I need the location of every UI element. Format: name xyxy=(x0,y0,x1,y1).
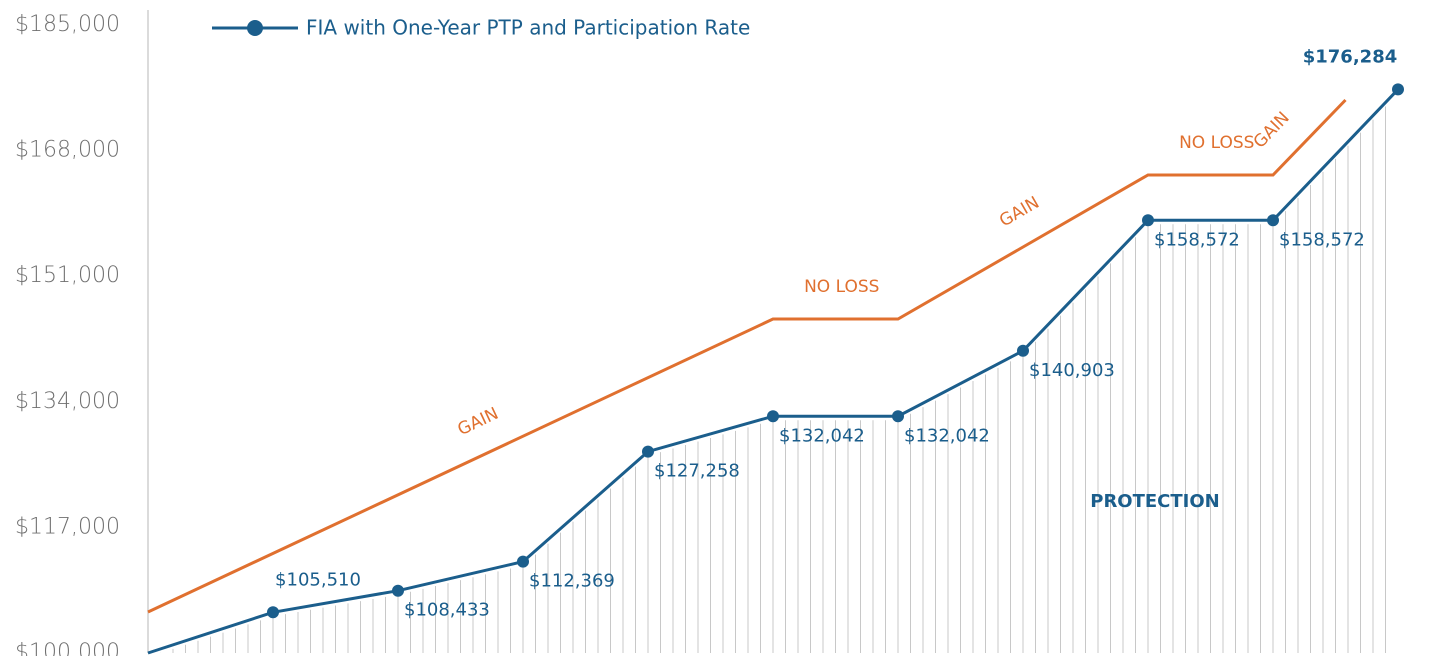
point xyxy=(267,606,279,619)
value-label: $112,369 xyxy=(529,571,615,592)
value-label: $132,042 xyxy=(779,425,865,446)
bound-line xyxy=(147,98,1347,614)
value-label: $105,510 xyxy=(275,569,361,590)
value-label: $132,042 xyxy=(904,425,990,446)
point xyxy=(1142,214,1154,227)
point xyxy=(392,584,404,597)
bound-label: GAIN xyxy=(996,193,1043,232)
y-tick-label: $185,000 xyxy=(15,12,120,37)
value-label: $176,284 xyxy=(1303,46,1398,67)
bound-label: GAIN xyxy=(455,404,502,440)
value-label: $158,572 xyxy=(1154,229,1240,250)
legend-label: FIA with One-Year PTP and Participation … xyxy=(306,16,750,40)
point xyxy=(892,410,904,423)
point xyxy=(642,445,654,458)
point xyxy=(1017,344,1029,357)
bound-label: NO LOSS xyxy=(804,277,879,297)
y-tick-label: $168,000 xyxy=(15,138,120,163)
y-tick-label: $100,000 xyxy=(15,640,120,656)
value-label: $127,258 xyxy=(654,461,740,482)
value-label: $140,903 xyxy=(1029,360,1115,381)
bound-label: GAIN xyxy=(1250,108,1294,152)
point xyxy=(1392,83,1404,96)
y-tick-label: $134,000 xyxy=(15,389,120,414)
y-tick-label: $117,000 xyxy=(15,514,120,539)
value-label: $108,433 xyxy=(404,600,490,621)
y-tick-label: $151,000 xyxy=(15,263,120,288)
bound-label: NO LOSS xyxy=(1179,133,1254,153)
point xyxy=(767,410,779,423)
value-label: $158,572 xyxy=(1279,229,1365,250)
point xyxy=(1267,214,1279,227)
point xyxy=(517,555,529,568)
legend-marker xyxy=(247,20,263,36)
annotation: PROTECTION xyxy=(1090,491,1219,512)
hatch-group xyxy=(160,106,1386,653)
